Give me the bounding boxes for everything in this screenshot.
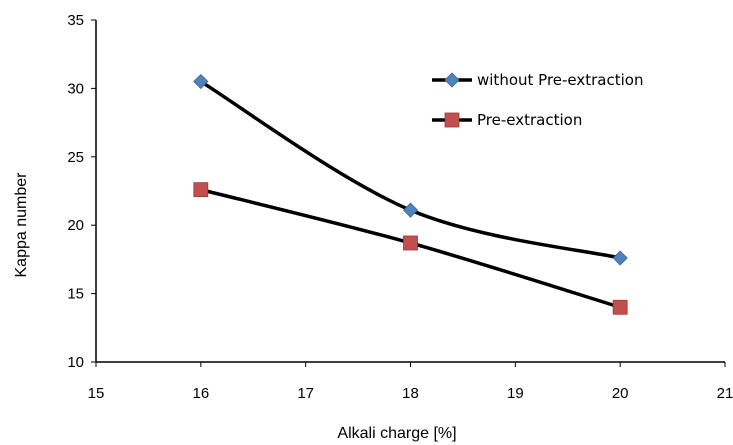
legend-marker bbox=[444, 112, 460, 128]
series-1-point bbox=[402, 202, 419, 218]
series-1-point bbox=[193, 73, 209, 90]
y-tick-label: 20 bbox=[67, 217, 84, 234]
y-tick-label: 10 bbox=[67, 354, 84, 371]
x-tick-label: 21 bbox=[717, 385, 733, 402]
series-2-point bbox=[193, 182, 209, 198]
x-tick-label: 20 bbox=[612, 385, 629, 402]
series-2-point bbox=[403, 235, 418, 251]
series-2-point bbox=[612, 299, 628, 315]
x-tick-label: 15 bbox=[88, 385, 105, 402]
x-tick-label: 16 bbox=[192, 385, 209, 402]
series-line-1 bbox=[199, 79, 622, 260]
x-axis-title: Alkali charge [%] bbox=[337, 425, 456, 442]
y-tick-label: 15 bbox=[67, 286, 84, 303]
y-tick-label: 25 bbox=[67, 149, 84, 166]
y-axis-title: Kappa number bbox=[13, 172, 30, 278]
legend-marker bbox=[444, 72, 460, 88]
y-tick-label: 35 bbox=[67, 12, 84, 29]
y-tick-label: 30 bbox=[67, 80, 84, 97]
x-tick-label: 19 bbox=[507, 385, 524, 402]
legend-label: Pre-extraction bbox=[477, 111, 582, 129]
series-1-point bbox=[612, 250, 628, 266]
x-tick-label: 18 bbox=[402, 385, 419, 402]
legend-label: without Pre-extraction bbox=[477, 71, 643, 89]
x-tick-label: 17 bbox=[297, 385, 314, 402]
